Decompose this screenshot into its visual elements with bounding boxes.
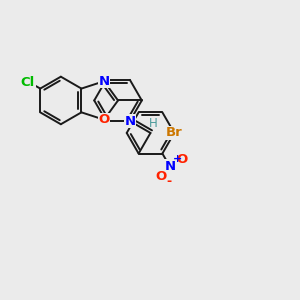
Text: H: H <box>149 117 158 130</box>
Text: -: - <box>166 176 171 188</box>
Text: N: N <box>164 160 175 173</box>
Text: O: O <box>98 113 110 126</box>
Text: O: O <box>176 153 188 166</box>
Text: N: N <box>124 115 136 128</box>
Text: +: + <box>172 154 182 164</box>
Text: Br: Br <box>166 126 183 140</box>
Text: Cl: Cl <box>21 76 35 88</box>
Text: O: O <box>156 170 167 184</box>
Text: N: N <box>98 75 110 88</box>
